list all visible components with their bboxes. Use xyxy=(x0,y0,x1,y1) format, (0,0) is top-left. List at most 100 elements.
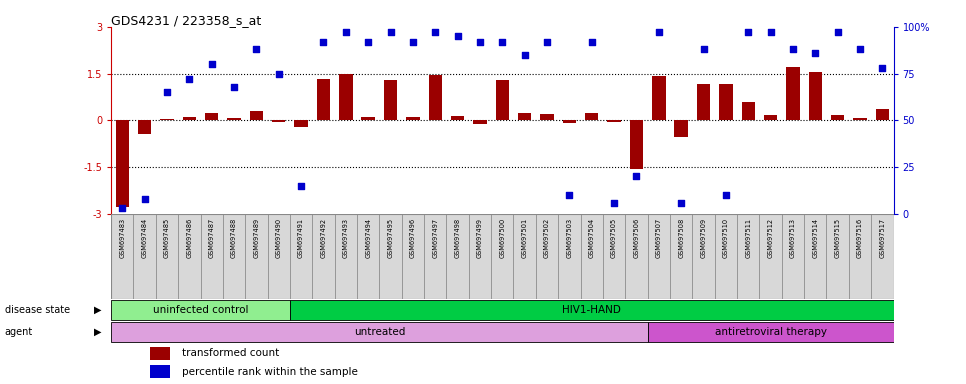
Point xyxy=(338,30,354,36)
Text: agent: agent xyxy=(5,327,33,337)
Bar xyxy=(871,214,894,299)
Bar xyxy=(339,74,353,120)
Bar xyxy=(786,67,800,120)
Text: GSM697496: GSM697496 xyxy=(410,218,416,258)
Bar xyxy=(361,117,375,120)
Bar xyxy=(647,321,894,342)
Point xyxy=(696,46,711,52)
Point xyxy=(383,30,398,36)
Point xyxy=(316,39,331,45)
Text: GSM697517: GSM697517 xyxy=(879,218,886,258)
Text: GSM697486: GSM697486 xyxy=(186,218,192,258)
Bar xyxy=(151,346,170,359)
Bar xyxy=(111,321,647,342)
Bar xyxy=(693,214,715,299)
Bar xyxy=(424,214,446,299)
Bar xyxy=(670,214,693,299)
Text: GDS4231 / 223358_s_at: GDS4231 / 223358_s_at xyxy=(111,14,262,27)
Text: uninfected control: uninfected control xyxy=(153,305,248,314)
Bar xyxy=(581,214,603,299)
Bar xyxy=(652,76,666,120)
Point xyxy=(808,50,823,56)
Text: GSM697497: GSM697497 xyxy=(432,218,439,258)
Bar xyxy=(518,113,531,120)
Bar xyxy=(249,111,263,120)
Text: GSM697512: GSM697512 xyxy=(768,218,774,258)
Point xyxy=(472,39,488,45)
Text: GSM697515: GSM697515 xyxy=(835,218,840,258)
Text: HIV1-HAND: HIV1-HAND xyxy=(562,305,621,314)
Text: GSM697509: GSM697509 xyxy=(700,218,706,258)
Text: ▶: ▶ xyxy=(94,305,101,314)
Bar xyxy=(827,214,849,299)
Bar xyxy=(268,214,290,299)
Text: GSM697485: GSM697485 xyxy=(164,218,170,258)
Bar xyxy=(540,114,554,120)
Point xyxy=(159,89,175,95)
Bar xyxy=(290,300,894,320)
Text: percentile rank within the sample: percentile rank within the sample xyxy=(182,367,357,377)
Text: GSM697495: GSM697495 xyxy=(387,218,393,258)
Point xyxy=(852,46,867,52)
Text: GSM697483: GSM697483 xyxy=(119,218,126,258)
Bar xyxy=(116,120,129,207)
Point xyxy=(405,39,420,45)
Bar xyxy=(380,214,402,299)
Bar xyxy=(849,214,871,299)
Text: GSM697516: GSM697516 xyxy=(857,218,863,258)
Point xyxy=(360,39,376,45)
Text: GSM697498: GSM697498 xyxy=(455,218,461,258)
Text: GSM697499: GSM697499 xyxy=(477,218,483,258)
Bar xyxy=(429,75,442,120)
Text: GSM697511: GSM697511 xyxy=(745,218,752,258)
Bar xyxy=(625,214,647,299)
Bar xyxy=(647,214,670,299)
Point xyxy=(271,71,287,77)
Text: GSM697490: GSM697490 xyxy=(275,218,282,258)
Point xyxy=(763,30,779,36)
Bar xyxy=(290,214,312,299)
Bar xyxy=(406,117,419,120)
Point xyxy=(137,196,153,202)
Bar xyxy=(719,84,732,120)
Bar xyxy=(451,116,465,120)
Point xyxy=(539,39,554,45)
Point xyxy=(294,183,309,189)
Bar xyxy=(742,102,755,120)
Text: disease state: disease state xyxy=(5,305,70,314)
Bar xyxy=(245,214,268,299)
Bar xyxy=(536,214,558,299)
Text: GSM697489: GSM697489 xyxy=(253,218,260,258)
Bar xyxy=(402,214,424,299)
Point xyxy=(785,46,801,52)
Text: GSM697505: GSM697505 xyxy=(611,218,617,258)
Bar xyxy=(853,118,867,120)
Bar xyxy=(227,118,241,120)
Point xyxy=(651,30,667,36)
Bar xyxy=(875,109,889,120)
Point xyxy=(830,30,845,36)
Text: GSM697507: GSM697507 xyxy=(656,218,662,258)
Bar xyxy=(334,214,357,299)
Point xyxy=(607,199,622,205)
Bar xyxy=(804,214,827,299)
Text: GSM697502: GSM697502 xyxy=(544,218,550,258)
Bar xyxy=(201,214,223,299)
Bar xyxy=(759,214,781,299)
Text: GSM697503: GSM697503 xyxy=(566,218,573,258)
Bar xyxy=(151,365,170,378)
Point xyxy=(718,192,733,198)
Bar xyxy=(608,120,621,122)
Bar xyxy=(223,214,245,299)
Bar xyxy=(696,84,710,120)
Point xyxy=(450,33,466,39)
Bar xyxy=(357,214,380,299)
Bar xyxy=(317,79,330,120)
Point xyxy=(517,52,532,58)
Point xyxy=(874,65,890,71)
Text: GSM697510: GSM697510 xyxy=(723,218,729,258)
Bar xyxy=(272,120,286,122)
Bar xyxy=(491,214,514,299)
Point xyxy=(226,84,242,90)
Bar xyxy=(473,120,487,124)
